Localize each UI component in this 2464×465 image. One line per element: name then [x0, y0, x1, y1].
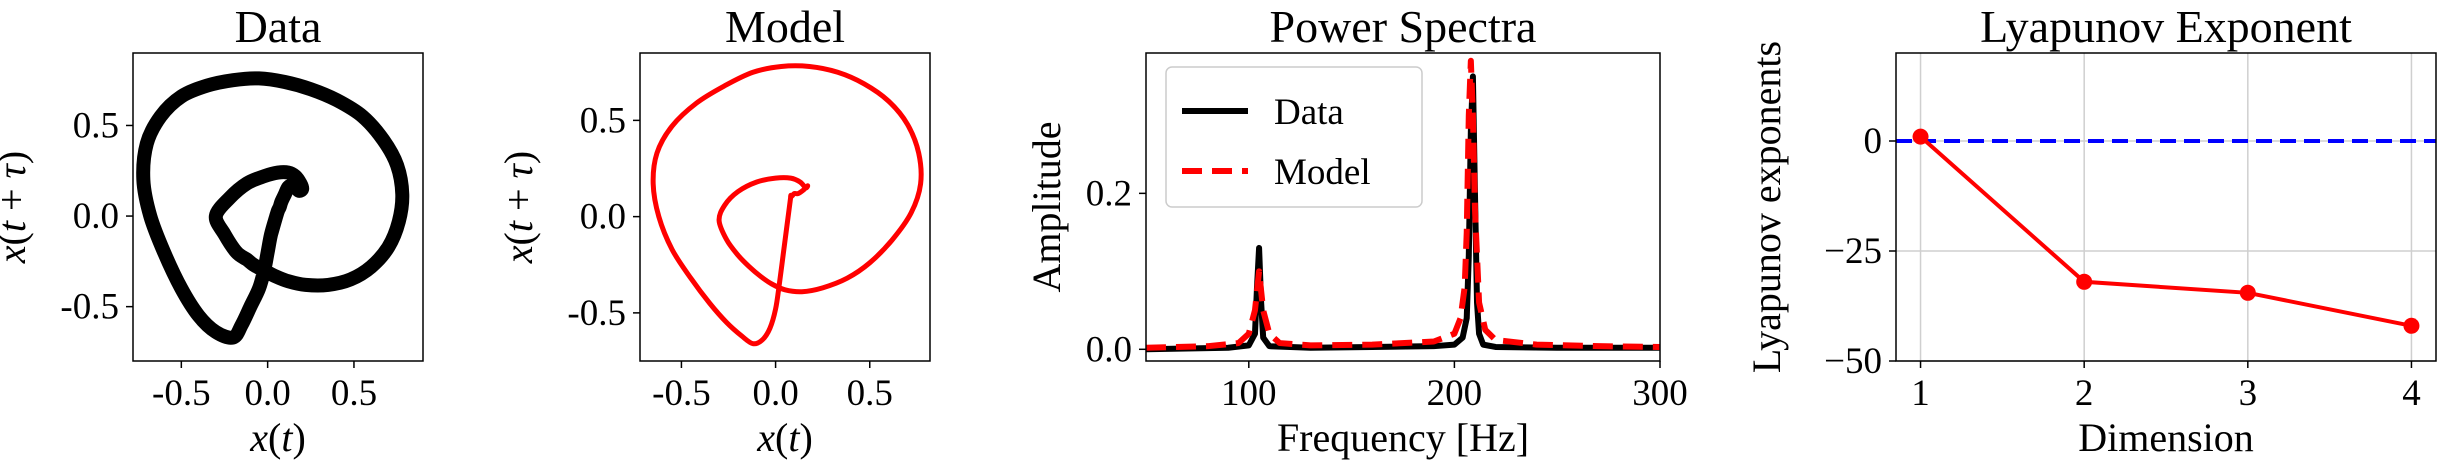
axes-frame: [1895, 52, 2437, 362]
x-axis-label: x(t): [756, 415, 813, 460]
x-tick-label: 100: [1221, 373, 1277, 414]
axes-frame: [132, 52, 424, 362]
y-tick-label: 0.0: [1086, 329, 1132, 370]
x-axis-label: Dimension: [2078, 415, 2254, 460]
plot-area: [1146, 57, 1660, 353]
x-tick-label: -0.5: [152, 373, 211, 414]
lyapunov-point: [2239, 284, 2256, 301]
x-tick-label: 4: [2402, 373, 2421, 414]
axes-frame: [1145, 52, 1661, 362]
panel-title: Lyapunov Exponent: [1980, 1, 2352, 52]
chart-panel-1: -0.5 0.0 0.5 -0.5 0.0 0.5 Data x(t) x(t + τ): [0, 1, 424, 460]
y-tick-label: 0.5: [580, 100, 626, 141]
legend-label: Data: [1274, 92, 1344, 133]
spectrum-line-model: [1146, 57, 1660, 351]
plot-area: [1896, 128, 2436, 334]
lyapunov-point: [2403, 317, 2420, 334]
y-tick-label: 0.0: [580, 197, 626, 238]
x-tick-label: 0.5: [331, 373, 377, 414]
y-tick-label: -0.5: [60, 287, 119, 328]
y-tick-label: 0.5: [73, 105, 119, 146]
model-trajectory: [650, 63, 924, 347]
y-tick-label: 0.0: [73, 196, 119, 237]
legend: Data Model: [1165, 66, 1423, 208]
y-tick-label: 0: [1864, 121, 1883, 162]
y-tick-label: 0.2: [1086, 173, 1132, 214]
x-axis-label: x(t): [249, 415, 306, 460]
y-axis-label: Lyapunov exponents: [1744, 41, 1789, 373]
x-tick-label: -0.5: [652, 373, 711, 414]
plot-area: [650, 63, 924, 347]
legend-label: Model: [1274, 152, 1371, 193]
y-tick-label: -0.5: [567, 293, 626, 334]
y-axis-label: Amplitude: [1024, 121, 1069, 292]
y-tick-label: −50: [1824, 341, 1882, 382]
chart-panel-2: -0.5 0.0 0.5 -0.5 0.0 0.5 Model x(t) x(t + τ): [496, 1, 931, 460]
chart-panel-4: 1 2 3 4 −50 −25 0 Lyapunov Exponent Dimension Lya…: [1744, 1, 2437, 460]
x-axis-label: Frequency [Hz]: [1277, 415, 1529, 460]
y-axis-label: x(t + τ): [496, 151, 541, 264]
lyapunov-line: [1919, 135, 2412, 328]
x-tick-label: 0.5: [847, 373, 893, 414]
x-tick-label: 2: [2075, 373, 2094, 414]
x-tick-label: 3: [2239, 373, 2258, 414]
panel-title: Power Spectra: [1270, 1, 1537, 52]
y-axis-label: x(t + τ): [0, 151, 34, 264]
panel-title: Data: [235, 1, 322, 52]
lyapunov-point: [2076, 273, 2093, 290]
x-tick-label: 1: [1911, 373, 1930, 414]
x-tick-label: 200: [1427, 373, 1483, 414]
axes-frame: [639, 52, 931, 362]
y-tick-label: −25: [1824, 231, 1882, 272]
lyapunov-point: [1912, 128, 1929, 145]
x-tick-label: 300: [1632, 373, 1688, 414]
chart-panel-3: 100 200 300 0.0 0.2 Power Spectra Frequency [H…: [1024, 1, 1688, 460]
panel-title: Model: [725, 1, 845, 52]
attractor-trajectory: [144, 79, 408, 343]
plot-area: [136, 71, 410, 345]
x-tick-label: 0.0: [245, 373, 291, 414]
x-tick-label: 0.0: [752, 373, 798, 414]
